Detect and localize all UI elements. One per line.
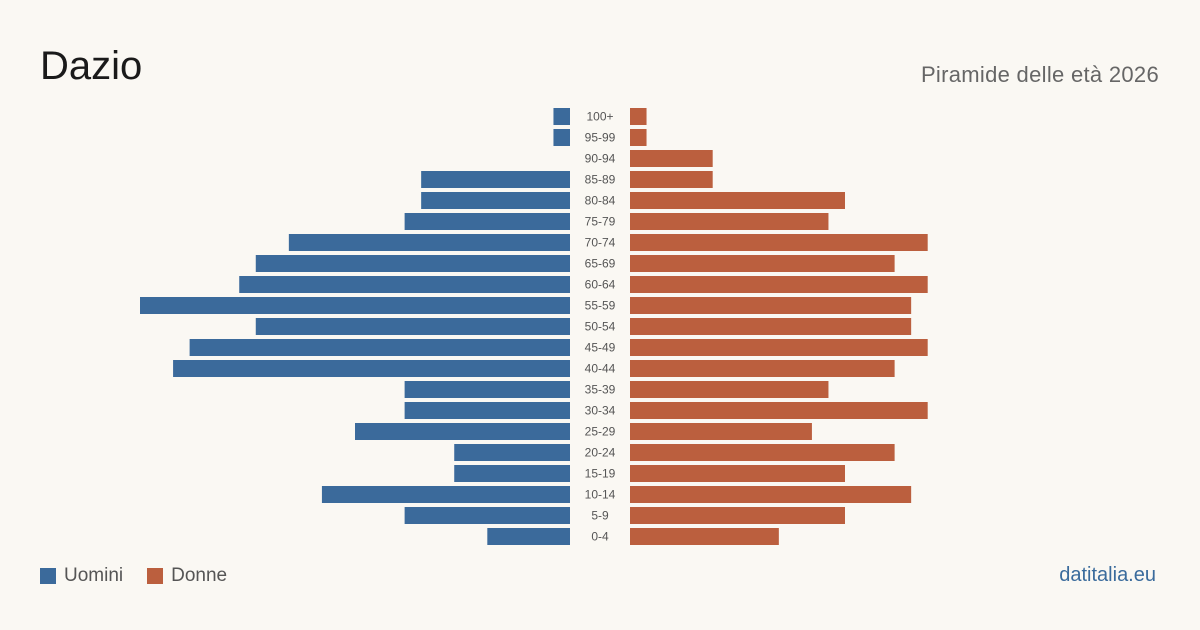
bar-men-40-44 [173,360,571,377]
bar-men-5-9 [404,507,570,524]
age-label-90-94: 90-94 [585,152,616,166]
bar-women-60-64 [630,276,928,293]
age-label-95-99: 95-99 [585,131,616,145]
chart-subtitle: Piramide delle età 2026 [920,62,1159,87]
bar-women-65-69 [630,255,895,272]
bar-women-100+ [630,108,647,125]
legend-swatch-men [40,568,56,584]
bar-women-40-44 [630,360,895,377]
brand-link[interactable]: datitalia.eu [1059,564,1156,586]
bar-men-85-89 [421,171,570,188]
bar-women-50-54 [630,318,912,335]
age-label-55-59: 55-59 [585,299,616,313]
page-title: Dazio [40,44,143,88]
bar-women-80-84 [630,192,845,209]
age-label-15-19: 15-19 [585,467,616,481]
age-label-60-64: 60-64 [585,278,616,292]
age-label-50-54: 50-54 [585,320,616,334]
bar-women-20-24 [630,444,895,461]
bar-men-100+ [553,108,570,125]
bar-women-55-59 [630,297,912,314]
bar-women-0-4 [630,528,779,545]
age-label-0-4: 0-4 [591,530,609,544]
bar-men-25-29 [355,423,570,440]
bar-women-90-94 [630,150,713,167]
bar-men-55-59 [140,297,570,314]
bar-women-5-9 [630,507,845,524]
bar-women-10-14 [630,486,912,503]
age-label-100+: 100+ [586,110,613,124]
bar-men-75-79 [404,213,570,230]
legend-item-women: Donne [147,565,227,587]
legend-label-women: Donne [171,565,228,586]
age-label-20-24: 20-24 [585,446,616,460]
bar-women-85-89 [630,171,713,188]
bar-men-95-99 [553,129,570,146]
legend-swatch-women [147,568,164,584]
bar-men-65-69 [255,255,570,272]
bar-men-45-49 [189,339,570,356]
age-label-45-49: 45-49 [585,341,616,355]
age-label-5-9: 5-9 [591,509,609,523]
bar-women-70-74 [630,234,928,251]
bar-women-35-39 [630,381,829,398]
legend-item-men: Uomini [40,565,123,587]
age-label-75-79: 75-79 [585,215,616,229]
bar-men-50-54 [255,318,570,335]
age-label-70-74: 70-74 [585,236,616,250]
age-label-35-39: 35-39 [585,383,616,397]
age-label-85-89: 85-89 [585,173,616,187]
bar-women-45-49 [630,339,928,356]
bar-women-75-79 [630,213,829,230]
bar-men-0-4 [487,528,570,545]
legend-label-men: Uomini [64,565,124,586]
legend: Uomini Donne [40,565,251,587]
bar-men-60-64 [239,276,570,293]
age-label-65-69: 65-69 [585,257,616,271]
bar-women-95-99 [630,129,647,146]
bar-men-20-24 [454,444,570,461]
bar-men-70-74 [288,234,570,251]
bar-women-15-19 [630,465,845,482]
bar-men-80-84 [421,192,570,209]
age-label-10-14: 10-14 [585,488,616,502]
age-label-40-44: 40-44 [585,362,616,376]
age-label-80-84: 80-84 [585,194,616,208]
bar-men-15-19 [454,465,570,482]
bar-men-35-39 [404,381,570,398]
bar-women-30-34 [630,402,928,419]
bar-men-30-34 [404,402,570,419]
age-label-25-29: 25-29 [585,425,616,439]
bar-women-25-29 [630,423,812,440]
age-label-30-34: 30-34 [585,404,616,418]
bar-men-10-14 [321,486,570,503]
